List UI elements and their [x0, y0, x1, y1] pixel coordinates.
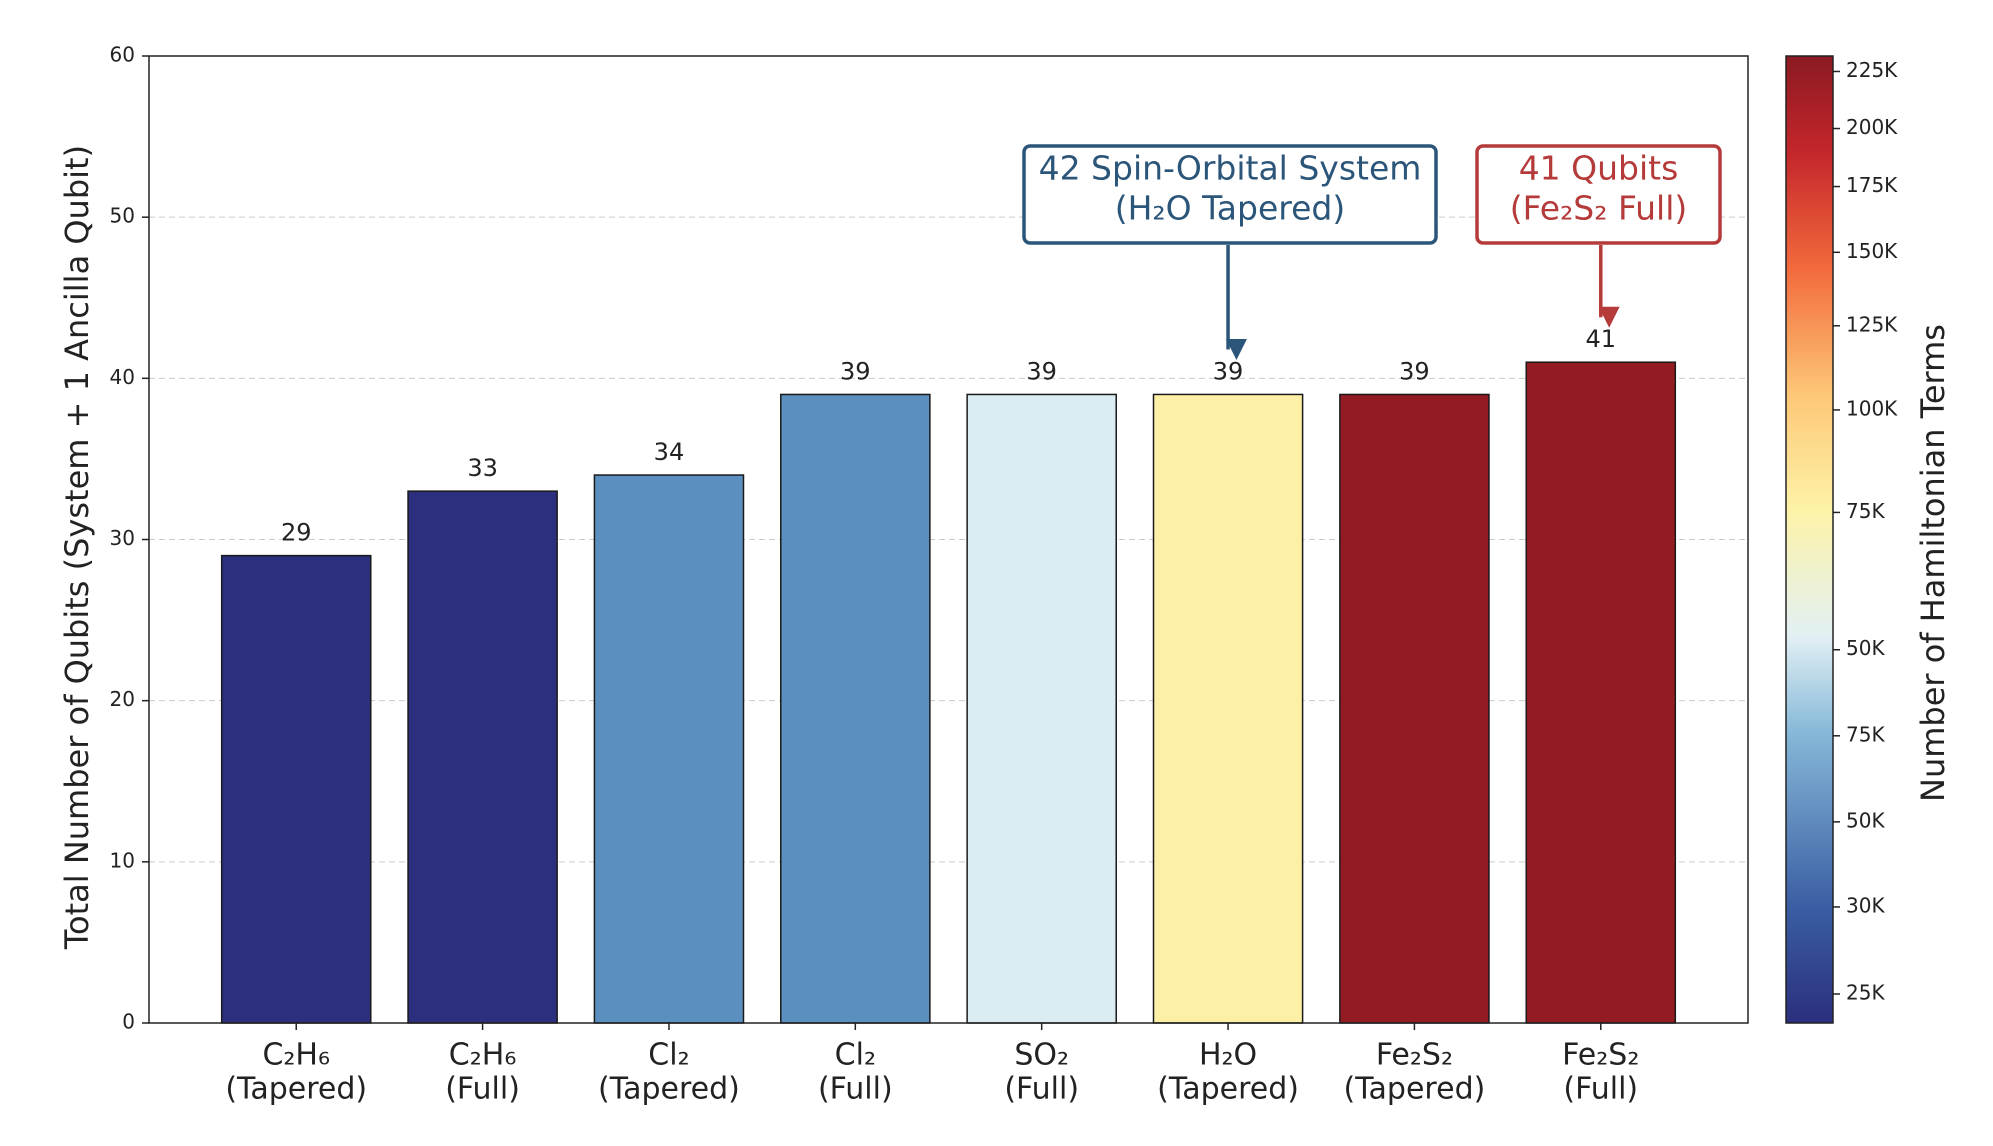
bar — [966, 393, 1117, 1024]
plot-frame — [148, 55, 1749, 1024]
value-label: 39 — [1026, 357, 1057, 385]
bar — [780, 393, 931, 1024]
x-tick-label: Fe₂S₂ — [1562, 1038, 1639, 1073]
annotation-text: 41 Qubits — [1519, 149, 1679, 188]
x-tick-label: C₂H₆ — [262, 1038, 330, 1073]
x-tick-label: Fe₂S₂ — [1376, 1038, 1453, 1073]
colorbar-tick-label: 150K — [1846, 239, 1898, 263]
annotation-text: (Fe₂S₂ Full) — [1510, 189, 1688, 228]
value-label: 41 — [1585, 325, 1616, 353]
x-tick-label: H₂O — [1199, 1038, 1257, 1073]
x-tick-label: (Tapered) — [1343, 1072, 1485, 1107]
bar — [1525, 361, 1677, 1024]
bar — [407, 490, 558, 1024]
annotation-text: 42 Spin-Orbital System — [1039, 149, 1422, 188]
annotation-box — [1022, 144, 1438, 245]
bar — [593, 474, 745, 1024]
x-tick-label: (Tapered) — [225, 1072, 367, 1107]
colorbar — [1785, 55, 1834, 1024]
value-label: 34 — [654, 438, 685, 466]
colorbar-tick-label: 75K — [1846, 722, 1885, 746]
annotation-text: (H₂O Tapered) — [1115, 189, 1346, 228]
y-tick-label: 0 — [122, 1010, 135, 1034]
colorbar-tick-label: 225K — [1846, 58, 1898, 82]
value-label: 29 — [281, 519, 312, 547]
colorbar-tick-label: 25K — [1846, 980, 1885, 1004]
value-label: 33 — [467, 454, 498, 482]
bar — [1152, 393, 1304, 1024]
value-label: 39 — [1399, 357, 1430, 385]
x-tick-label: (Full) — [445, 1072, 520, 1107]
colorbar-tick-label: 30K — [1846, 893, 1885, 917]
x-tick-label: C₂H₆ — [449, 1038, 517, 1073]
x-tick-label: Cl₂ — [835, 1038, 876, 1073]
x-tick-label: (Tapered) — [598, 1072, 740, 1107]
y-tick-label: 50 — [110, 204, 135, 228]
bar — [220, 554, 372, 1024]
y-tick-label: 20 — [110, 687, 135, 711]
colorbar-tick-label: 50K — [1846, 808, 1885, 832]
annotation-box — [1475, 144, 1722, 245]
y-tick-label: 10 — [110, 848, 135, 872]
value-label: 39 — [840, 357, 871, 385]
x-tick-label: (Tapered) — [1157, 1072, 1299, 1107]
x-tick-label: SO₂ — [1014, 1038, 1069, 1073]
x-tick-label: (Full) — [818, 1072, 893, 1107]
x-tick-label: (Full) — [1563, 1072, 1638, 1107]
y-tick-label: 60 — [110, 43, 135, 67]
x-tick-label: (Full) — [1004, 1072, 1079, 1107]
colorbar-title: Number of Hamiltonian Terms — [1914, 324, 1952, 802]
colorbar-tick-label: 50K — [1846, 636, 1885, 660]
bar — [1339, 393, 1490, 1024]
colorbar-tick-label: 125K — [1846, 312, 1898, 336]
y-tick-label: 40 — [110, 365, 135, 389]
y-axis-title: Total Number of Qubits (System + 1 Ancil… — [58, 145, 96, 950]
x-tick-label: Cl₂ — [648, 1038, 689, 1073]
colorbar-tick-label: 75K — [1846, 499, 1885, 523]
y-tick-label: 30 — [110, 526, 135, 550]
colorbar-tick-label: 100K — [1846, 396, 1898, 420]
colorbar-tick-label: 200K — [1846, 115, 1898, 139]
colorbar-tick-label: 175K — [1846, 173, 1898, 197]
value-label: 39 — [1213, 357, 1244, 385]
